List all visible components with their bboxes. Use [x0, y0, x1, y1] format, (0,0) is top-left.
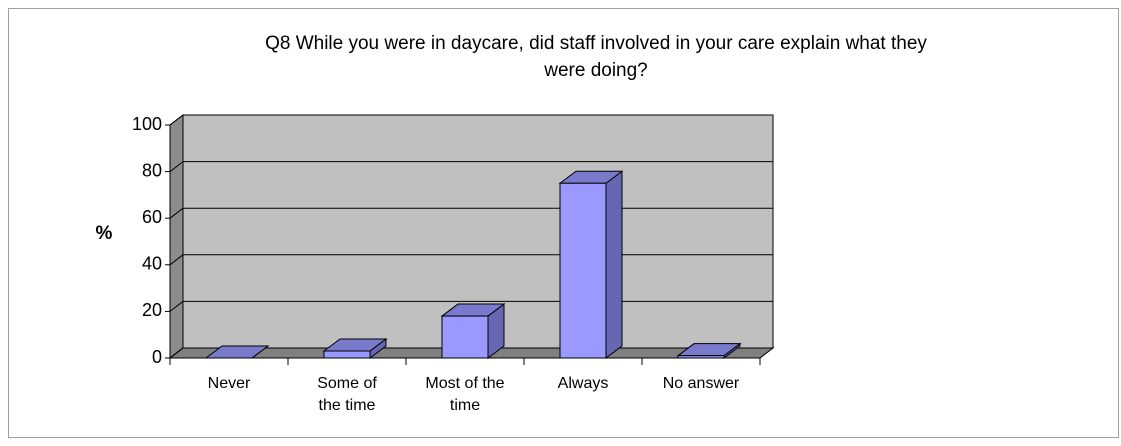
y-tick-label: 0: [152, 347, 162, 367]
x-tick-label: Never: [207, 375, 251, 392]
x-tick-label: Some of the time: [317, 375, 377, 414]
x-tick-label: No answer: [662, 375, 740, 392]
bar-side: [605, 170, 623, 359]
x-tick-label: Always: [557, 375, 609, 392]
bar: [441, 315, 489, 359]
chart-title: Q8 While you were in daycare, did staff …: [265, 33, 927, 81]
x-tick-label: Most of the time: [425, 375, 505, 414]
grid-line: [169, 114, 773, 126]
y-tick-label: 40: [142, 254, 162, 274]
y-tick-label: 60: [142, 207, 162, 227]
bar-top: [204, 345, 270, 359]
y-tick-label: 80: [142, 160, 162, 180]
y-tick-label: 100: [132, 114, 162, 134]
y-tick-label: 20: [142, 300, 162, 320]
bar: [677, 355, 725, 359]
bar: [559, 182, 607, 359]
side-wall: [169, 113, 184, 360]
bar: [323, 350, 371, 359]
grid-line: [169, 161, 773, 172]
y-axis-label: %: [96, 223, 113, 244]
